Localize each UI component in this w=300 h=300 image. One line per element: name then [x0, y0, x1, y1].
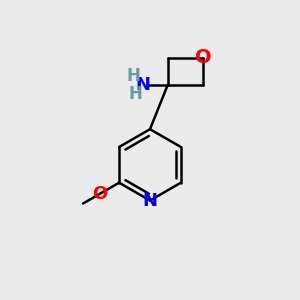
Text: H: H	[128, 85, 142, 103]
Text: N: N	[142, 191, 158, 209]
Text: O: O	[195, 48, 212, 68]
Text: O: O	[92, 185, 107, 203]
Text: H: H	[127, 67, 141, 85]
Text: N: N	[135, 76, 150, 94]
